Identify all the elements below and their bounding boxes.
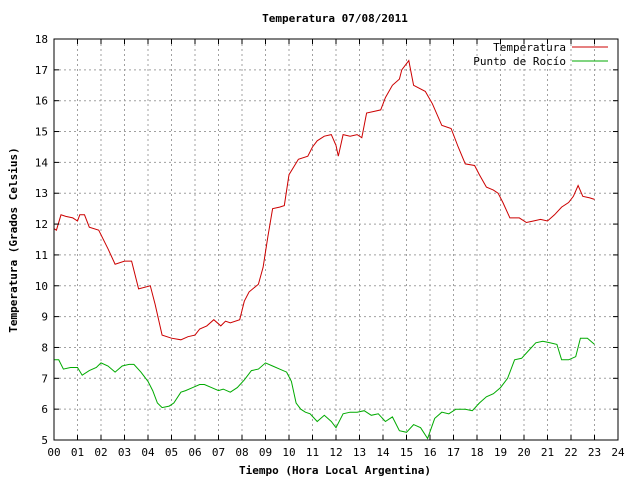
series-layer	[53, 59, 595, 440]
y-tick-label: 18	[35, 33, 48, 46]
x-tick-label: 00	[47, 446, 60, 459]
x-tick-label: 18	[470, 446, 483, 459]
series-line-temperatura	[53, 59, 595, 341]
x-tick-label: 02	[94, 446, 107, 459]
x-tick-label: 06	[188, 446, 201, 459]
legend-label-punto-de-rocio: Punto de Rocío	[473, 55, 566, 68]
x-tick-label: 07	[212, 446, 225, 459]
y-tick-label: 9	[41, 311, 48, 324]
y-tick-label: 16	[35, 95, 48, 108]
x-axis-title: Tiempo (Hora Local Argentina)	[239, 464, 431, 477]
grid	[54, 39, 618, 440]
series-line-punto-de-rocio	[54, 337, 595, 440]
x-tick-labels: 00 01 02 03 04 05 06 07 08 09 10 11 12 13 14 15 16 17 18 19…	[47, 446, 625, 459]
y-tick-label: 12	[35, 218, 48, 231]
legend: Temperatura Punto de Rocío	[473, 41, 608, 68]
x-tick-label: 08	[235, 446, 248, 459]
x-tick-label: 15	[400, 446, 413, 459]
y-tick-label: 13	[35, 187, 48, 200]
y-tick-label: 10	[35, 280, 48, 293]
x-tick-label: 09	[259, 446, 272, 459]
x-tick-label: 03	[118, 446, 131, 459]
x-tick-label: 22	[564, 446, 577, 459]
y-tick-labels: 5 6 7 8 9 10 11 12 13 14 15 16 17 18	[35, 33, 49, 447]
x-tick-label: 19	[494, 446, 507, 459]
x-tick-label: 05	[165, 446, 178, 459]
y-tick-label: 5	[41, 434, 48, 447]
y-tick-label: 7	[41, 372, 48, 385]
legend-label-temperatura: Temperatura	[493, 41, 566, 54]
ticks	[53, 38, 619, 441]
y-axis-title: Temperatura (Grados Celsius)	[7, 147, 20, 332]
x-tick-label: 21	[541, 446, 554, 459]
y-tick-label: 17	[35, 64, 48, 77]
x-tick-label: 04	[141, 446, 155, 459]
chart-title: Temperatura 07/08/2011	[262, 12, 408, 25]
y-tick-label: 6	[41, 403, 48, 416]
y-tick-label: 14	[35, 156, 49, 169]
x-tick-label: 20	[517, 446, 530, 459]
x-tick-label: 24	[611, 446, 625, 459]
x-tick-label: 14	[376, 446, 390, 459]
x-tick-label: 16	[423, 446, 436, 459]
x-tick-label: 23	[588, 446, 601, 459]
x-tick-label: 17	[447, 446, 460, 459]
x-tick-label: 11	[306, 446, 319, 459]
y-tick-label: 8	[41, 341, 48, 354]
x-tick-label: 01	[71, 446, 84, 459]
y-tick-label: 11	[35, 249, 48, 262]
x-tick-label: 12	[329, 446, 342, 459]
y-tick-label: 15	[35, 126, 48, 139]
x-tick-label: 13	[353, 446, 366, 459]
x-tick-label: 10	[282, 446, 295, 459]
